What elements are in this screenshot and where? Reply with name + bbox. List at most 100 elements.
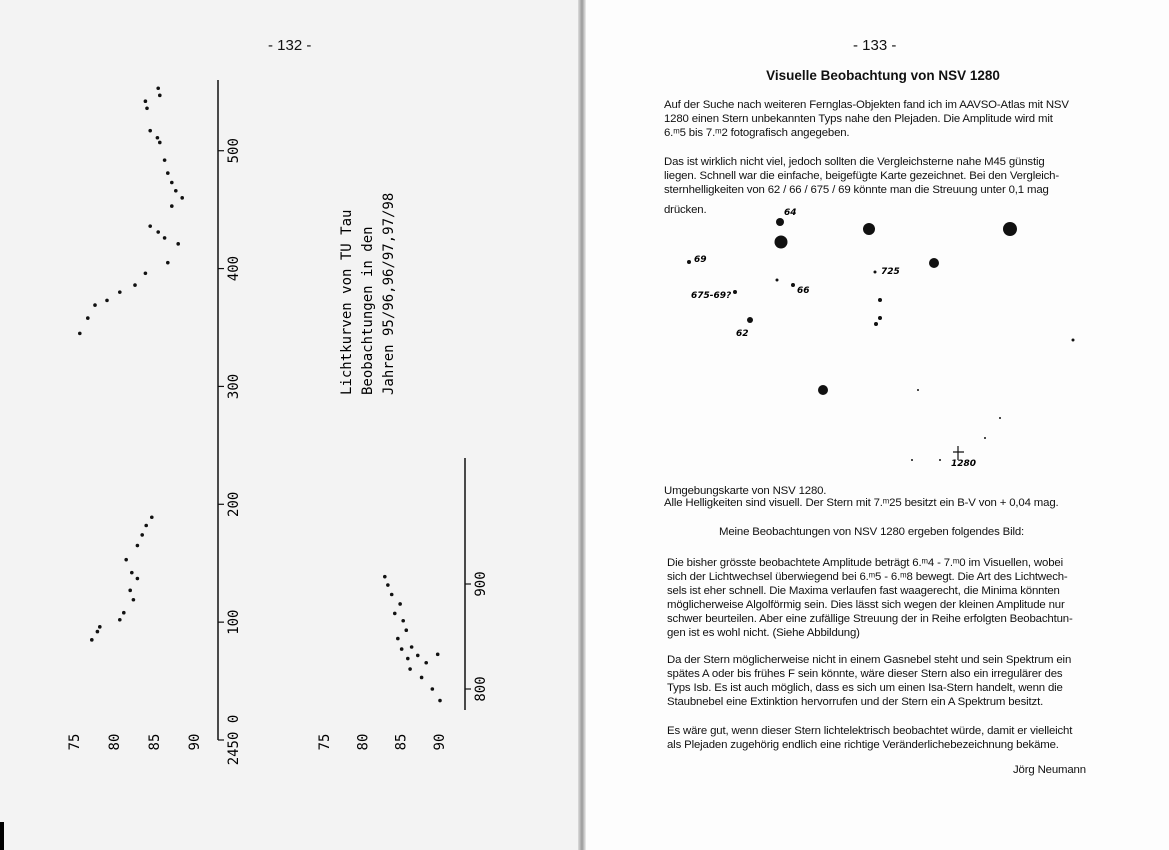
star: [873, 270, 877, 274]
data-point: [389, 592, 394, 597]
data-point: [392, 611, 397, 616]
star: [1003, 222, 1017, 236]
data-point: [78, 331, 82, 336]
data-point: [408, 667, 412, 671]
target-star: [953, 446, 964, 460]
data-point: [156, 86, 160, 91]
y-tick-label: 85: [394, 734, 410, 751]
star: [874, 322, 878, 326]
text-line: als Plejaden zugehörig endlich eine rich…: [667, 739, 1059, 751]
star: [999, 417, 1001, 419]
text-line: 6.ᵐ5 bis 7.ᵐ2 fotografisch angegeben.: [664, 127, 850, 139]
star-label: 69: [694, 255, 707, 265]
star: [911, 459, 913, 461]
data-point: [158, 140, 162, 145]
data-point: [162, 236, 167, 240]
text-line: Das ist wirklich nicht viel, jedoch soll…: [664, 156, 1045, 168]
star: [878, 316, 882, 320]
chart-title: Lichtkurven von TU Tau: [339, 210, 355, 395]
data-point: [90, 638, 94, 642]
text-line: Da der Stern möglicherweise nicht in ein…: [667, 654, 1072, 666]
text-line: Auf der Suche nach weiteren Fernglas-Obj…: [664, 99, 1069, 111]
data-point: [158, 93, 162, 98]
star: [863, 223, 875, 235]
data-point: [95, 629, 100, 634]
text-line: Es wäre gut, wenn dieser Stern lichtelek…: [667, 725, 1073, 737]
star-label: 1280: [951, 459, 976, 469]
data-point: [135, 576, 140, 581]
text-line: spätes A oder bis frühes F sein könnte, …: [667, 668, 1063, 680]
star: [776, 218, 784, 226]
data-point: [148, 224, 152, 228]
star: [775, 278, 779, 282]
x-tick-label: 900: [473, 571, 489, 596]
article-title: Visuelle Beobachtung von NSV 1280: [766, 68, 1000, 83]
data-point: [166, 260, 170, 265]
data-point: [140, 533, 144, 537]
data-point: [145, 106, 149, 111]
x-tick-label: 800: [473, 676, 489, 701]
data-point: [401, 618, 406, 623]
y-tick-label: 90: [432, 734, 448, 751]
page-fold: [578, 0, 586, 850]
data-point: [170, 204, 174, 208]
data-point: [398, 602, 402, 606]
caption-line: Alle Helligkeiten sind visuell. Der Ster…: [664, 497, 1059, 509]
star: [878, 298, 882, 302]
text-line: gen ist es wohl nicht. (Siehe Abbildung): [667, 627, 860, 639]
data-point: [386, 583, 390, 587]
star: [929, 258, 939, 268]
star: [791, 283, 795, 287]
data-point: [419, 675, 424, 680]
data-point: [415, 653, 420, 658]
x-tick-label: 400: [226, 256, 242, 281]
y-tick-label: 75: [317, 734, 333, 751]
x-tick-label: 100: [226, 609, 242, 634]
signature: Jörg Neumann: [1013, 764, 1086, 776]
star: [747, 317, 753, 323]
data-point: [430, 687, 435, 691]
data-point: [144, 523, 148, 528]
data-point: [98, 625, 102, 629]
caption-line: Umgebungskarte von NSV 1280.: [664, 485, 827, 497]
text-line: drücken.: [664, 204, 707, 216]
x-tick-label: 300: [226, 374, 242, 399]
data-point: [162, 158, 167, 162]
y-tick-label: 90: [187, 734, 203, 751]
data-point: [176, 242, 180, 246]
right-page: [583, 0, 1169, 850]
data-point: [150, 515, 154, 520]
star-label: 725: [881, 267, 900, 277]
data-point: [424, 660, 429, 665]
y-tick-label: 85: [147, 734, 163, 751]
y-tick-label: 75: [67, 734, 83, 751]
data-point: [409, 645, 414, 649]
left-page: [0, 0, 583, 850]
chart-title: Beobachtungen in den: [360, 226, 376, 395]
light-curves: Lichtkurven von TU Tau Beobachtungen in d…: [67, 80, 489, 766]
data-point: [435, 652, 440, 657]
x-tick-label: 2450 0: [226, 715, 242, 766]
chart-title: Jahren 95/96,96/97,97/98: [381, 193, 397, 395]
text-line: möglicherweise Algolförmig sein. Dies lä…: [667, 599, 1065, 611]
x-tick-label: 500: [226, 138, 242, 163]
data-point: [404, 628, 409, 632]
star: [687, 260, 691, 264]
star: [774, 235, 788, 249]
data-point: [406, 656, 410, 661]
data-point: [133, 283, 137, 287]
data-point: [180, 196, 184, 200]
data-point: [143, 99, 148, 104]
text-line: schwer beurteilen. Aber eine zufällige S…: [667, 613, 1073, 625]
data-point: [399, 647, 404, 651]
data-point: [156, 230, 160, 234]
data-point: [155, 135, 160, 140]
data-point: [131, 597, 136, 602]
data-point: [86, 316, 90, 320]
page-number: - 133 -: [853, 37, 897, 54]
y-tick-label: 80: [107, 734, 123, 751]
text-line: Staubnebel eine Extinktion hervorrufen u…: [667, 696, 1044, 708]
star-label: 66: [797, 286, 810, 296]
